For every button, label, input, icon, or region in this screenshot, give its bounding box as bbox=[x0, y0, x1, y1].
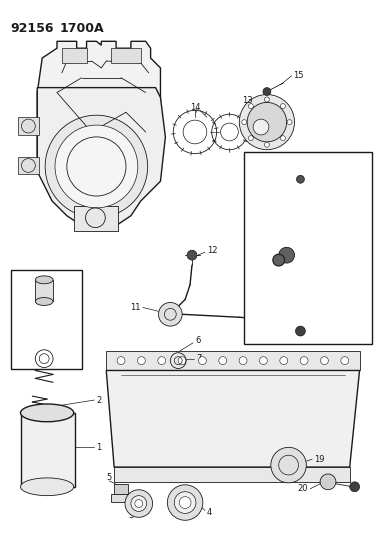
Circle shape bbox=[55, 125, 138, 208]
Bar bbox=[74, 206, 118, 231]
Circle shape bbox=[296, 175, 305, 183]
Bar bbox=[111, 494, 131, 502]
Circle shape bbox=[264, 142, 269, 147]
Bar bbox=[114, 484, 128, 494]
Bar bbox=[111, 48, 141, 63]
Circle shape bbox=[273, 254, 285, 266]
Text: 20: 20 bbox=[298, 484, 308, 493]
Circle shape bbox=[125, 490, 152, 518]
Circle shape bbox=[174, 492, 196, 513]
Bar bbox=[11, 270, 82, 368]
Circle shape bbox=[320, 474, 336, 490]
Circle shape bbox=[247, 102, 286, 142]
Bar bbox=[35, 280, 53, 302]
Circle shape bbox=[279, 247, 295, 263]
Text: 3: 3 bbox=[128, 511, 134, 520]
Text: 11: 11 bbox=[130, 303, 141, 312]
Circle shape bbox=[300, 357, 308, 365]
Text: 15: 15 bbox=[293, 71, 304, 80]
Circle shape bbox=[242, 119, 247, 125]
Bar bbox=[18, 117, 39, 135]
Text: 13: 13 bbox=[242, 96, 253, 105]
Circle shape bbox=[259, 357, 267, 365]
Text: 8A: 8A bbox=[252, 246, 263, 255]
Circle shape bbox=[159, 302, 182, 326]
Circle shape bbox=[219, 357, 227, 365]
Circle shape bbox=[187, 250, 197, 260]
Ellipse shape bbox=[35, 297, 53, 305]
Text: 6: 6 bbox=[195, 336, 200, 345]
Text: 10: 10 bbox=[259, 290, 270, 299]
Circle shape bbox=[320, 357, 328, 365]
Circle shape bbox=[264, 97, 269, 102]
Text: 8: 8 bbox=[346, 182, 351, 191]
Circle shape bbox=[281, 103, 285, 109]
Circle shape bbox=[280, 357, 288, 365]
Circle shape bbox=[248, 103, 253, 109]
Bar bbox=[244, 152, 372, 344]
Text: 5: 5 bbox=[107, 473, 112, 482]
Circle shape bbox=[167, 485, 203, 520]
Circle shape bbox=[341, 357, 349, 365]
Circle shape bbox=[158, 357, 166, 365]
Circle shape bbox=[271, 447, 306, 483]
Circle shape bbox=[296, 326, 305, 336]
Circle shape bbox=[263, 87, 271, 95]
Circle shape bbox=[137, 357, 145, 365]
Circle shape bbox=[287, 119, 292, 125]
Text: 18: 18 bbox=[20, 280, 30, 289]
Text: 12: 12 bbox=[207, 246, 217, 255]
Circle shape bbox=[239, 357, 247, 365]
Bar bbox=[62, 48, 87, 63]
Bar bbox=[18, 157, 39, 174]
Text: 92156: 92156 bbox=[11, 21, 54, 35]
Circle shape bbox=[253, 119, 269, 135]
Text: 1700A: 1700A bbox=[60, 21, 105, 35]
Circle shape bbox=[45, 115, 148, 217]
Circle shape bbox=[350, 482, 360, 492]
Circle shape bbox=[178, 357, 186, 365]
Text: 19: 19 bbox=[314, 455, 325, 464]
Circle shape bbox=[135, 499, 143, 507]
Ellipse shape bbox=[20, 478, 74, 496]
Polygon shape bbox=[114, 467, 350, 482]
Text: 17: 17 bbox=[20, 320, 30, 329]
Polygon shape bbox=[37, 41, 161, 181]
Circle shape bbox=[248, 136, 253, 141]
Text: 14: 14 bbox=[190, 103, 200, 112]
Text: 4: 4 bbox=[207, 508, 212, 517]
Circle shape bbox=[198, 357, 206, 365]
Polygon shape bbox=[106, 351, 360, 370]
Text: 9: 9 bbox=[323, 325, 328, 334]
Circle shape bbox=[239, 94, 295, 150]
Ellipse shape bbox=[35, 276, 53, 284]
Ellipse shape bbox=[20, 404, 74, 422]
Circle shape bbox=[131, 496, 147, 512]
Text: 2: 2 bbox=[96, 395, 102, 405]
Circle shape bbox=[281, 136, 285, 141]
Text: 1: 1 bbox=[96, 443, 102, 452]
Text: 16: 16 bbox=[20, 354, 30, 363]
Circle shape bbox=[179, 497, 191, 508]
Text: 7: 7 bbox=[196, 354, 201, 363]
Circle shape bbox=[117, 357, 125, 365]
Polygon shape bbox=[106, 370, 360, 467]
Circle shape bbox=[255, 300, 298, 343]
Polygon shape bbox=[37, 87, 166, 231]
Bar bbox=[20, 413, 75, 487]
